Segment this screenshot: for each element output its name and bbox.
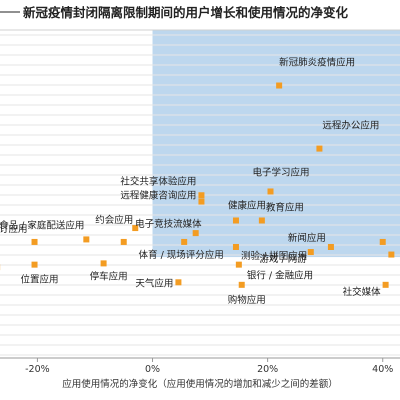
data-point [83, 236, 90, 243]
data-point [100, 260, 107, 267]
point-label: 新闻应用 [288, 232, 326, 244]
data-point [192, 230, 199, 237]
data-point [120, 238, 127, 245]
data-point [132, 225, 139, 232]
data-point [276, 82, 283, 89]
x-axis-title: 应用使用情况的净变化（应用使用情况的增加和减少之间的差额） [62, 378, 338, 390]
point-label: 游戏 / 网游 [260, 253, 308, 265]
point-label: 新冠肺炎疫情应用 [279, 57, 355, 69]
x-tick-label: 20% [257, 364, 278, 375]
data-point [388, 251, 395, 258]
point-label: 电子竞技流媒体 [135, 218, 202, 230]
data-point [31, 261, 38, 268]
data-point [232, 217, 239, 224]
point-label: 健康应用 [228, 199, 266, 211]
data-point [198, 192, 205, 199]
data-point [235, 261, 242, 268]
data-point [267, 188, 274, 195]
data-point [382, 281, 389, 288]
point-label: 测验 / 拼图应用 [241, 250, 307, 262]
plot-area [152, 30, 400, 258]
data-point [198, 198, 205, 205]
point-label: 停车应用 [90, 270, 128, 282]
point-label: 远程办公应用 [322, 120, 379, 132]
data-point [181, 238, 188, 245]
data-point [258, 217, 265, 224]
point-label: 电子学习应用 [253, 166, 310, 178]
point-label: 远程健康咨询应用 [120, 190, 196, 202]
data-point [379, 238, 386, 245]
chart-title: 新冠疫情封闭隔离限制期间的用户增长和使用情况的净变化 [23, 5, 349, 20]
x-tick-label: -20% [25, 364, 50, 375]
point-label: 天气应用 [135, 277, 173, 289]
point-label: 社交媒体 [343, 286, 382, 298]
data-point [175, 279, 182, 286]
gridlines [0, 29, 400, 356]
point-label: 体育 / 现场评分应用 [139, 249, 224, 261]
point-label: 教育应用 [266, 201, 304, 213]
data-labels: 新冠肺炎疫情应用远程办公应用电子学习应用社交共享体验应用远程健康咨询应用健康应用… [0, 57, 381, 306]
point-label: 位置应用 [21, 274, 59, 286]
point-label: 预订应用 [0, 223, 28, 235]
data-point [232, 243, 239, 250]
point-label: 食品 / 家庭配送应用 [0, 219, 84, 231]
data-point [238, 281, 245, 288]
data-point [307, 249, 314, 256]
data-point [316, 145, 323, 152]
point-label: 社交共享体验应用 [120, 175, 196, 187]
point-label: 购物应用 [228, 294, 266, 306]
data-points [0, 82, 395, 288]
data-point [327, 243, 334, 250]
point-label: 银行 / 金融应用 [247, 270, 313, 282]
point-label: 约会应用 [95, 214, 133, 226]
positive-region-highlight [152, 30, 400, 258]
x-axis: -20% 0% 20% 40% [0, 357, 400, 375]
x-tick-label: 0% [145, 364, 160, 375]
data-point [31, 238, 38, 245]
x-tick-label: 40% [372, 364, 393, 375]
